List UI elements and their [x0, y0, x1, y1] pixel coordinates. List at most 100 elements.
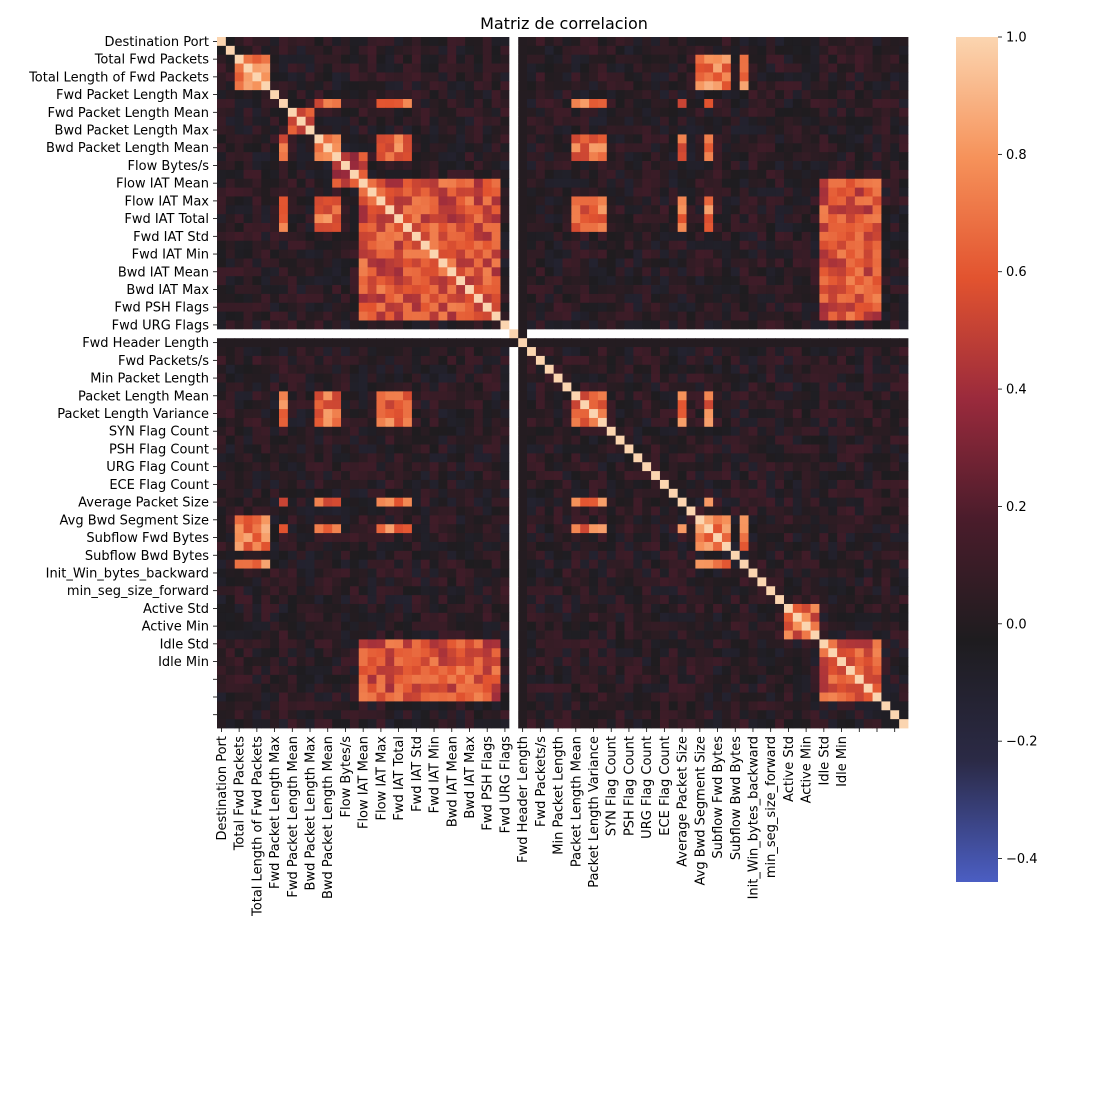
heatmap-cell	[376, 409, 386, 419]
heatmap-cell	[606, 329, 617, 339]
heatmap-cell	[766, 373, 776, 383]
heatmap-cell	[527, 488, 537, 499]
heatmap-cell	[447, 99, 457, 109]
heatmap-cell	[624, 45, 634, 56]
heatmap-cell	[332, 45, 342, 56]
heatmap-cell	[828, 302, 838, 313]
heatmap-cell	[713, 595, 723, 605]
heatmap-cell	[518, 435, 528, 445]
heatmap-cell	[854, 276, 865, 286]
heatmap-cell	[748, 409, 758, 419]
heatmap-cell	[252, 329, 262, 339]
heatmap-cell	[287, 417, 298, 428]
heatmap-cell	[899, 471, 909, 481]
heatmap-cell	[828, 143, 838, 153]
heatmap-cell	[845, 81, 856, 91]
heatmap-cell	[429, 107, 439, 118]
heatmap-cell	[881, 524, 891, 534]
heatmap-cell	[810, 338, 820, 348]
heatmap-cell	[261, 462, 271, 472]
heatmap-cell	[243, 249, 253, 259]
heatmap-cell	[571, 426, 581, 437]
heatmap-cell	[695, 81, 705, 91]
heatmap-cell	[837, 550, 847, 561]
heatmap-cell	[580, 293, 590, 304]
heatmap-cell	[341, 107, 351, 118]
heatmap-cell	[527, 391, 537, 401]
heatmap-cell	[367, 417, 377, 428]
heatmap-cell	[713, 444, 723, 454]
heatmap-cell	[358, 506, 368, 516]
heatmap-cell	[837, 293, 847, 304]
heatmap-cell	[367, 258, 377, 268]
heatmap-cell	[792, 409, 803, 419]
heatmap-cell	[686, 462, 696, 472]
heatmap-cell	[704, 45, 714, 56]
heatmap-cell	[686, 196, 696, 206]
heatmap-cell	[863, 54, 873, 64]
heatmap-cell	[456, 417, 466, 428]
heatmap-cell	[243, 152, 253, 162]
heatmap-cell	[854, 364, 865, 375]
heatmap-cell	[721, 488, 732, 499]
heatmap-cell	[261, 559, 271, 569]
heatmap-cell	[730, 329, 741, 339]
heatmap-cell	[358, 400, 368, 410]
heatmap-cell	[447, 152, 457, 162]
heatmap-cell	[234, 426, 244, 437]
heatmap-cell	[465, 258, 475, 268]
heatmap-cell	[562, 400, 572, 410]
heatmap-cell	[624, 90, 634, 100]
heatmap-cell	[642, 214, 652, 224]
heatmap-cell	[810, 462, 820, 472]
heatmap-cell	[748, 72, 758, 82]
heatmap-cell	[810, 63, 820, 73]
heatmap-cell	[597, 107, 608, 118]
heatmap-cell	[544, 161, 555, 171]
heatmap-cell	[597, 134, 608, 144]
heatmap-cell	[677, 143, 687, 153]
heatmap-cell	[686, 586, 696, 596]
heatmap-cell	[456, 196, 466, 206]
heatmap-cell	[677, 444, 687, 454]
heatmap-cell	[553, 240, 563, 251]
heatmap-cell	[792, 152, 803, 162]
heatmap-cell	[624, 223, 634, 233]
heatmap-cell	[899, 143, 909, 153]
heatmap-cell	[615, 302, 625, 313]
heatmap-cell	[234, 320, 244, 330]
heatmap-cell	[597, 54, 608, 64]
heatmap-cell	[642, 506, 652, 516]
heatmap-cell	[730, 559, 741, 569]
heatmap-cell	[429, 249, 439, 259]
heatmap-cell	[261, 240, 271, 251]
heatmap-cell	[279, 178, 289, 188]
heatmap-cell	[801, 205, 811, 215]
heatmap-cell	[783, 152, 794, 162]
heatmap-cell	[615, 187, 625, 197]
heatmap-cell	[323, 515, 333, 525]
heatmap-cell	[828, 329, 838, 339]
heatmap-cell	[420, 285, 431, 295]
heatmap-cell	[314, 435, 324, 445]
heatmap-cell	[279, 249, 289, 259]
heatmap-cell	[420, 90, 431, 100]
heatmap-cell	[500, 63, 510, 73]
heatmap-cell	[394, 205, 404, 215]
heatmap-cell	[854, 550, 865, 561]
heatmap-cell	[695, 338, 705, 348]
heatmap-cell	[783, 417, 794, 428]
heatmap-cell	[730, 231, 741, 242]
heatmap-cell	[527, 161, 537, 171]
heatmap-cell	[225, 81, 236, 91]
heatmap-cell	[721, 214, 732, 224]
heatmap-cell	[305, 116, 315, 126]
heatmap-cell	[385, 444, 395, 454]
heatmap-cell	[668, 54, 679, 64]
heatmap-cell	[341, 524, 351, 534]
heatmap-cell	[810, 453, 820, 463]
heatmap-cell	[518, 116, 528, 126]
heatmap-cell	[651, 214, 661, 224]
heatmap-cell	[589, 178, 599, 188]
heatmap-cell	[757, 293, 767, 304]
